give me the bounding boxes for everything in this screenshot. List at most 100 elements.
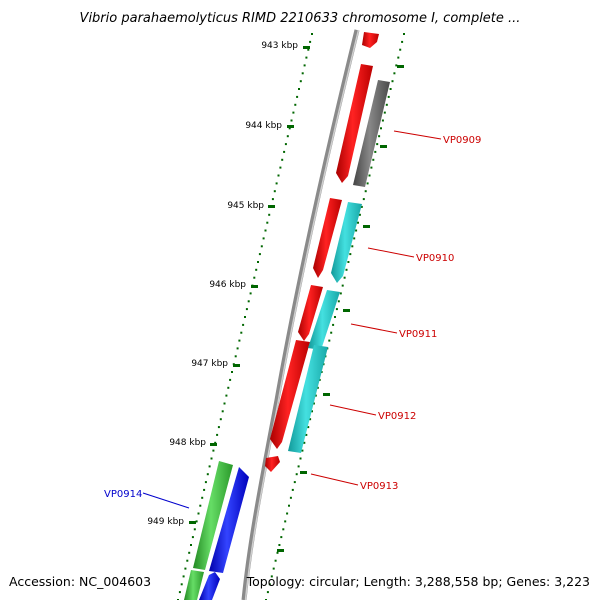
- ruler-dot: [376, 143, 379, 146]
- feature-red-top[interactable]: [362, 32, 379, 48]
- topology-text: Topology: circular; Length: 3,288,558 bp…: [246, 574, 590, 589]
- ruler-dot: [389, 88, 392, 90]
- ruler-dot: [374, 150, 377, 153]
- ruler-dot: [368, 174, 371, 177]
- ruler-dot: [395, 64, 398, 67]
- gene-label-vp0911[interactable]: VP0911: [399, 329, 437, 340]
- ruler-dot: [284, 143, 287, 146]
- ruler-dot: [288, 127, 291, 130]
- ruler-dot: [307, 426, 310, 429]
- ruler-dot: [219, 418, 222, 421]
- left-strand-features: [184, 461, 249, 600]
- ruler-dot: [339, 292, 342, 295]
- gene-label-vp0910[interactable]: VP0910: [416, 253, 454, 264]
- ruler-tick: [210, 443, 217, 446]
- ruler-dot: [360, 205, 363, 208]
- red-features: [265, 32, 379, 472]
- ruler-dot: [223, 402, 226, 405]
- genome-backbone-highlight: [244, 29, 360, 600]
- ruler-dot: [330, 331, 333, 334]
- ruler-dot: [203, 488, 206, 491]
- ruler-dot: [292, 111, 295, 114]
- ruler-dot: [385, 103, 388, 106]
- ruler-dot: [266, 221, 269, 224]
- feature-cyan-vp0912[interactable]: [288, 345, 328, 453]
- gene-label-lines: [142, 130, 442, 509]
- feature-red-vp0910[interactable]: [313, 198, 342, 278]
- ruler-dot: [307, 48, 310, 51]
- ruler-dot: [180, 583, 183, 586]
- ruler-dot: [271, 198, 274, 201]
- feature-cyan-vp0911[interactable]: [308, 290, 340, 350]
- ruler-tick: [300, 471, 307, 474]
- feature-red-vp0913[interactable]: [265, 456, 280, 472]
- ruler-dot: [277, 174, 280, 177]
- gene-label-vp0913[interactable]: VP0913: [360, 481, 398, 492]
- leader-line-vp0912: [329, 404, 377, 416]
- ruler-dot: [299, 80, 302, 83]
- ruler-dot: [282, 528, 285, 531]
- ruler-dot: [364, 190, 367, 193]
- feature-cyan-vp0910[interactable]: [331, 202, 362, 283]
- ruler-dot: [397, 56, 400, 59]
- leader-line-vp0914: [142, 492, 190, 509]
- ruler-dot: [286, 512, 289, 515]
- ruler-tick: [303, 46, 310, 49]
- ruler-dot: [273, 190, 276, 193]
- feature-gray-vp0909[interactable]: [353, 80, 390, 187]
- ruler-dot: [221, 410, 224, 413]
- gene-label-vp0912[interactable]: VP0912: [378, 411, 416, 422]
- ruler-dot: [210, 457, 213, 460]
- ruler-tick: [397, 65, 404, 68]
- ruler-dot: [178, 591, 181, 594]
- ruler-dot: [378, 135, 381, 138]
- ruler-dot: [217, 426, 220, 429]
- gene-label-vp0909[interactable]: VP0909: [443, 135, 481, 146]
- ruler-dot: [355, 229, 358, 232]
- leader-line-vp0913: [310, 473, 359, 486]
- ruler-dot: [244, 316, 246, 318]
- ruler-dot: [253, 276, 256, 279]
- ruler-dot: [293, 481, 296, 484]
- feature-green-vp0914[interactable]: [193, 461, 233, 570]
- ruler-dot: [229, 378, 232, 381]
- feature-blue-lower[interactable]: [199, 572, 220, 600]
- ruler-dot: [238, 339, 241, 342]
- ruler-dot: [190, 544, 192, 546]
- ruler-dot: [391, 80, 394, 83]
- ruler-tick-label: 947 kbp: [191, 359, 228, 369]
- ruler-dot: [349, 253, 352, 256]
- feature-green-lower[interactable]: [184, 570, 204, 600]
- accession-text: Accession: NC_004603: [9, 574, 151, 589]
- ruler-dot: [182, 575, 185, 578]
- ruler-dot: [303, 64, 306, 67]
- ruler-dot: [212, 449, 215, 452]
- ruler-dot: [311, 410, 313, 413]
- ruler: 943 kbp 944 kbp 945 kbp 946 kbp 947 kbp …: [147, 41, 404, 552]
- genome-backbone: [241, 29, 360, 600]
- ruler-tick: [277, 549, 284, 552]
- ruler-tick: [380, 145, 387, 148]
- ruler-tick: [268, 205, 275, 208]
- ruler-dot: [289, 496, 292, 499]
- ruler-dot: [206, 473, 209, 476]
- ruler-dot: [249, 292, 252, 295]
- ruler-tick-label: 943 kbp: [261, 41, 298, 51]
- ruler-dot: [258, 253, 261, 256]
- feature-blue-vp0914[interactable]: [209, 467, 249, 573]
- ruler-dot: [184, 567, 187, 570]
- ruler-dot: [299, 457, 302, 460]
- ruler-dot: [275, 182, 278, 185]
- ruler-dot: [262, 237, 265, 240]
- gene-label-vp0914[interactable]: VP0914: [104, 489, 142, 500]
- ruler-dot: [276, 551, 279, 554]
- ruler-tick-label: 949 kbp: [147, 517, 184, 527]
- feature-red-vp0912[interactable]: [270, 340, 310, 449]
- feature-red-vp0911[interactable]: [298, 285, 323, 341]
- feature-red-vp0909[interactable]: [336, 64, 373, 183]
- ruler-dot: [305, 56, 308, 59]
- ruler-dot: [257, 261, 259, 263]
- ruler-dot: [290, 119, 293, 122]
- ruler-dot: [403, 33, 405, 35]
- ruler-dot: [311, 33, 313, 35]
